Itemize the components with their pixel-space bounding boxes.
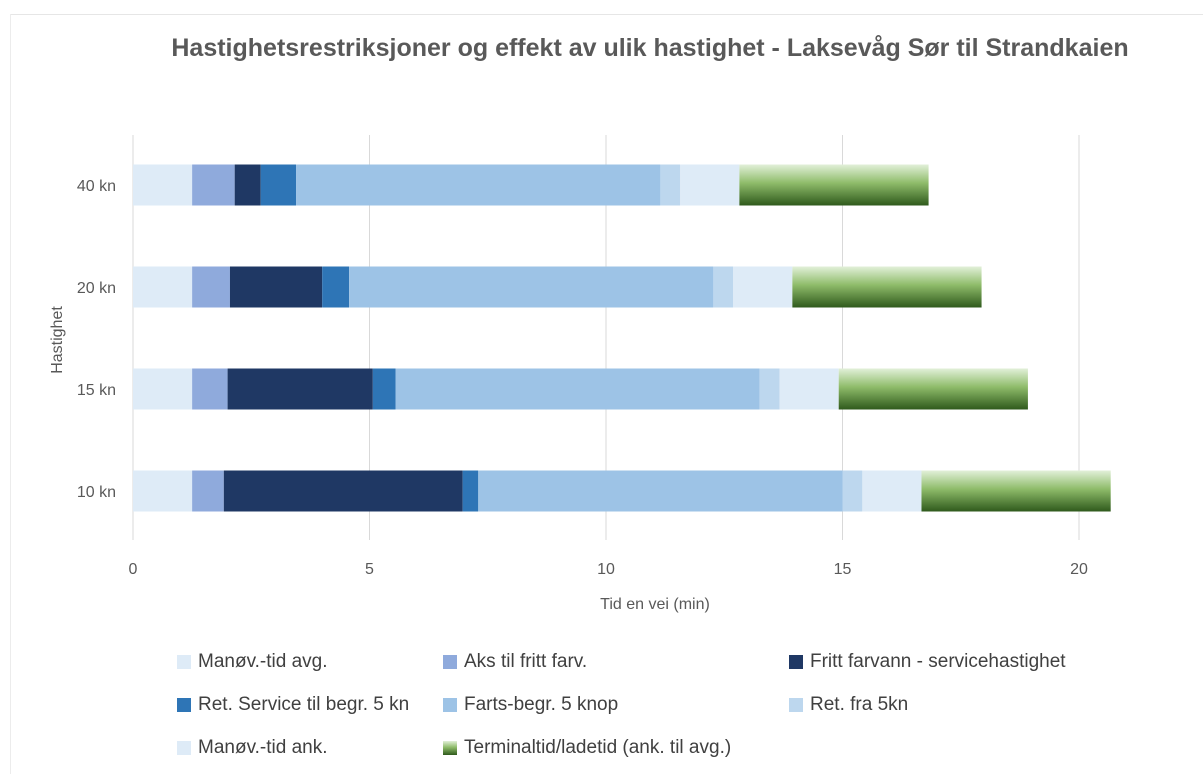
- bar-segment: [133, 470, 193, 512]
- legend-item: Aks til fritt farv.: [443, 649, 587, 675]
- bar-segment: [192, 266, 230, 308]
- bar-segment: [227, 368, 373, 410]
- y-tick-label: 20 kn: [77, 280, 116, 297]
- bar-segment: [921, 470, 1111, 512]
- y-axis-title: Hastighet: [49, 306, 66, 374]
- legend-swatch: [177, 698, 191, 712]
- bar-segment: [229, 266, 323, 308]
- bar-segment: [296, 164, 661, 206]
- legend-label: Aks til fritt farv.: [464, 651, 588, 672]
- ruler-top: [0, 0, 1203, 15]
- bar-segment: [660, 164, 681, 206]
- bar-segment: [862, 470, 922, 512]
- legend-item: Fritt farvann - servicehastighet: [789, 649, 1066, 675]
- bar-segment: [349, 266, 714, 308]
- bar-segment: [192, 368, 228, 410]
- bar-segment: [680, 164, 740, 206]
- bar-segment: [739, 164, 929, 206]
- legend-item: Terminaltid/ladetid (ank. til avg.): [443, 735, 731, 761]
- y-tick-label: 15 kn: [77, 382, 116, 399]
- legend-swatch: [789, 698, 803, 712]
- bar-segment: [133, 368, 193, 410]
- legend-label: Farts-begr. 5 knop: [464, 694, 619, 715]
- legend-item: Farts-begr. 5 knop: [443, 692, 618, 718]
- bar-segment: [759, 368, 780, 410]
- bar-segment: [223, 470, 463, 512]
- bar-segment: [133, 164, 193, 206]
- legend-swatch: [443, 655, 457, 669]
- bar-segment: [733, 266, 793, 308]
- bar-segment: [372, 368, 396, 410]
- bar-segment: [192, 470, 224, 512]
- legend-label: Manøv.-tid ank.: [198, 737, 328, 758]
- bar-segment: [234, 164, 261, 206]
- legend-swatch: [443, 698, 457, 712]
- bar-segment: [779, 368, 839, 410]
- legend-label: Manøv.-tid avg.: [198, 651, 328, 672]
- bar-segment: [838, 368, 1028, 410]
- legend-label: Ret. Service til begr. 5 kn: [198, 694, 410, 715]
- x-tick-label: 10: [597, 561, 615, 578]
- x-tick-label: 0: [129, 561, 138, 578]
- legend-label: Fritt farvann - servicehastighet: [810, 651, 1066, 672]
- bar-segment: [192, 164, 235, 206]
- y-tick-label: 10 kn: [77, 484, 116, 501]
- bar-segment: [260, 164, 297, 206]
- bar-segment: [713, 266, 734, 308]
- bar-segment: [462, 470, 479, 512]
- legend-swatch: [443, 741, 457, 755]
- bar-segment: [792, 266, 982, 308]
- legend-swatch: [177, 655, 191, 669]
- x-axis-title: Tid en vei (min): [600, 596, 710, 613]
- legend-swatch: [789, 655, 803, 669]
- legend-item: Manøv.-tid avg.: [177, 649, 328, 675]
- legend-label: Ret. fra 5kn: [810, 694, 909, 715]
- legend-label: Terminaltid/ladetid (ank. til avg.): [464, 737, 732, 758]
- x-tick-label: 20: [1070, 561, 1088, 578]
- legend-item: Manøv.-tid ank.: [177, 735, 328, 761]
- legend-item: Ret. Service til begr. 5 kn: [177, 692, 409, 718]
- legend-item: Ret. fra 5kn: [789, 692, 908, 718]
- bar-segment: [395, 368, 760, 410]
- y-tick-label: 40 kn: [77, 178, 116, 195]
- ruler-left: [0, 14, 11, 774]
- x-tick-label: 15: [834, 561, 852, 578]
- chart-title: Hastighetsrestriksjoner og effekt av uli…: [171, 34, 1129, 62]
- bar-segment: [322, 266, 350, 308]
- bar-segment: [133, 266, 193, 308]
- x-tick-label: 5: [365, 561, 374, 578]
- bar-segment: [842, 470, 863, 512]
- bar-segment: [478, 470, 843, 512]
- legend-swatch: [177, 741, 191, 755]
